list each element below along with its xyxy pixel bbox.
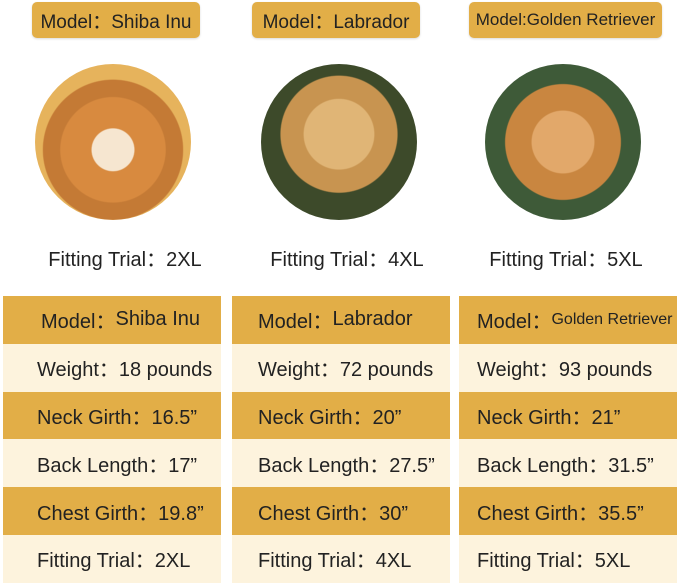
neck-girth-row: Neck Girth：20” — [232, 391, 450, 440]
golden-retriever-photo — [485, 64, 641, 220]
model-value: Labrador — [332, 308, 413, 331]
fitting-trial-golden: Fitting Trial：5XL — [489, 249, 643, 271]
model-label: Model： — [258, 311, 333, 334]
model-value: Golden Retriever — [551, 310, 673, 328]
model-row: Model： Labrador — [232, 296, 450, 344]
weight-row: Weight：93 pounds — [459, 343, 677, 392]
shiba-inu-photo — [35, 64, 191, 220]
back-length-row: Back Length：31.5” — [459, 439, 677, 488]
model-label-shiba: Model：Shiba Inu — [32, 2, 200, 38]
size-table-labrador: Model： Labrador Weight：72 pounds Neck Gir… — [232, 296, 450, 583]
fitting-trial-labrador: Fitting Trial：4XL — [270, 249, 424, 271]
fitting-trial-row: Fitting Trial：2XL — [3, 534, 221, 583]
fitting-trial-shiba: Fitting Trial：2XL — [48, 249, 202, 271]
weight-row: Weight：72 pounds — [232, 343, 450, 392]
size-table-shiba: Model： Shiba Inu Weight：18 pounds Neck Gi… — [3, 296, 221, 583]
weight-row: Weight：18 pounds — [3, 343, 221, 392]
model-row: Model： Shiba Inu — [3, 296, 221, 344]
fitting-trial-row: Fitting Trial：4XL — [232, 534, 450, 583]
back-length-row: Back Length：17” — [3, 439, 221, 488]
chest-girth-row: Chest Girth：30” — [232, 487, 450, 535]
model-label: Model： — [477, 311, 552, 334]
model-label-labrador: Model：Labrador — [252, 2, 420, 38]
model-label-golden: Model:Golden Retriever — [469, 2, 662, 38]
chest-girth-row: Chest Girth：35.5” — [459, 487, 677, 535]
fitting-trial-row: Fitting Trial：5XL — [459, 534, 677, 583]
model-value: Shiba Inu — [115, 308, 200, 331]
neck-girth-row: Neck Girth：21” — [459, 391, 677, 440]
back-length-row: Back Length：27.5” — [232, 439, 450, 488]
neck-girth-row: Neck Girth：16.5” — [3, 391, 221, 440]
size-table-golden: Model： Golden Retriever Weight：93 pounds … — [459, 296, 677, 583]
chest-girth-row: Chest Girth：19.8” — [3, 487, 221, 535]
model-label: Model： — [41, 311, 116, 334]
labrador-photo — [261, 64, 417, 220]
model-row: Model： Golden Retriever — [459, 296, 677, 344]
